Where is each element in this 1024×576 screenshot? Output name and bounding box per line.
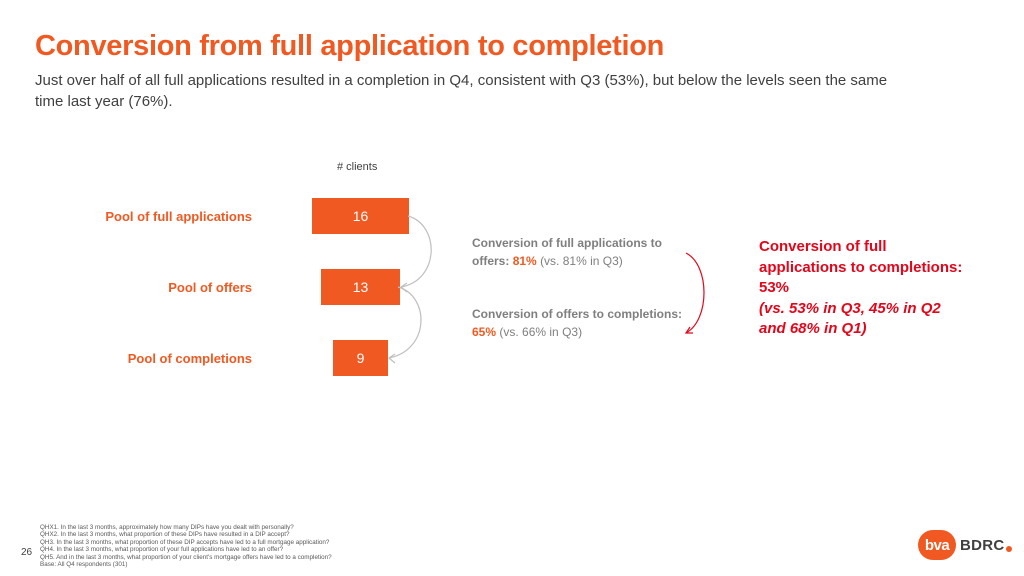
arrow-offers-to-completions-head xyxy=(387,353,396,364)
category-label: Pool of offers xyxy=(168,280,252,295)
footnote: QHX2. In the last 3 months, what proport… xyxy=(40,531,290,539)
bar: 9 xyxy=(333,340,388,376)
axis-caption: # clients xyxy=(337,161,378,173)
page-title: Conversion from full application to comp… xyxy=(35,30,665,62)
summary-headline: Conversion of full applications to compl… xyxy=(759,238,963,296)
conversion-note-offers: Conversion of full applications to offer… xyxy=(472,234,687,270)
conversion-note-completions: Conversion of offers to completions: 65%… xyxy=(472,305,687,341)
summary-bracket xyxy=(685,252,705,334)
logo-dot-icon xyxy=(1005,545,1012,552)
bar-value-label: 16 xyxy=(352,208,369,224)
conversion-comparison: (vs. 81% in Q3) xyxy=(540,254,623,268)
footnote: Base: All Q4 respondents (301) xyxy=(40,561,128,569)
category-label: Pool of full applications xyxy=(105,209,252,224)
conversion-pct: 65% xyxy=(472,325,497,339)
conversion-label: Conversion of offers to completions: xyxy=(472,307,683,321)
summary-bracket-head xyxy=(684,326,693,334)
page-subtitle: Just over half of all full applications … xyxy=(35,72,888,110)
category-label: Pool of completions xyxy=(127,351,252,366)
page-number: 26 xyxy=(21,547,33,558)
arrow-offers-to-completions xyxy=(388,286,422,359)
bar-value-label: 13 xyxy=(352,279,369,295)
bva-bdrc-logo: bva BDRC xyxy=(918,530,1016,560)
footnotes: QHX1. In the last 3 months, approximatel… xyxy=(40,524,460,568)
bva-logo-mark: bva xyxy=(918,530,956,560)
arrow-applications-to-offers xyxy=(400,215,432,288)
conversion-pct: 81% xyxy=(512,254,537,268)
bar: 13 xyxy=(321,269,400,305)
bar: 16 xyxy=(312,198,409,234)
footnote: QH3. In the last 3 months, what proporti… xyxy=(40,538,330,546)
bdrc-logo-text: BDRC xyxy=(960,536,1005,554)
footnote: QHX1. In the last 3 months, approximatel… xyxy=(40,524,294,531)
footnote: QH4. In the last 3 months, what proporti… xyxy=(40,546,284,554)
summary-callout: Conversion of full applications to compl… xyxy=(759,237,969,340)
summary-comparison: (vs. 53% in Q3, 45% in Q2 and 68% in Q1) xyxy=(759,299,941,338)
conversion-comparison: (vs. 66% in Q3) xyxy=(499,325,583,339)
conversion-label: Conversion of full applications to offer… xyxy=(472,236,663,268)
footnote: QH5. And in the last 3 months, what prop… xyxy=(40,553,332,561)
bar-value-label: 9 xyxy=(356,350,365,366)
